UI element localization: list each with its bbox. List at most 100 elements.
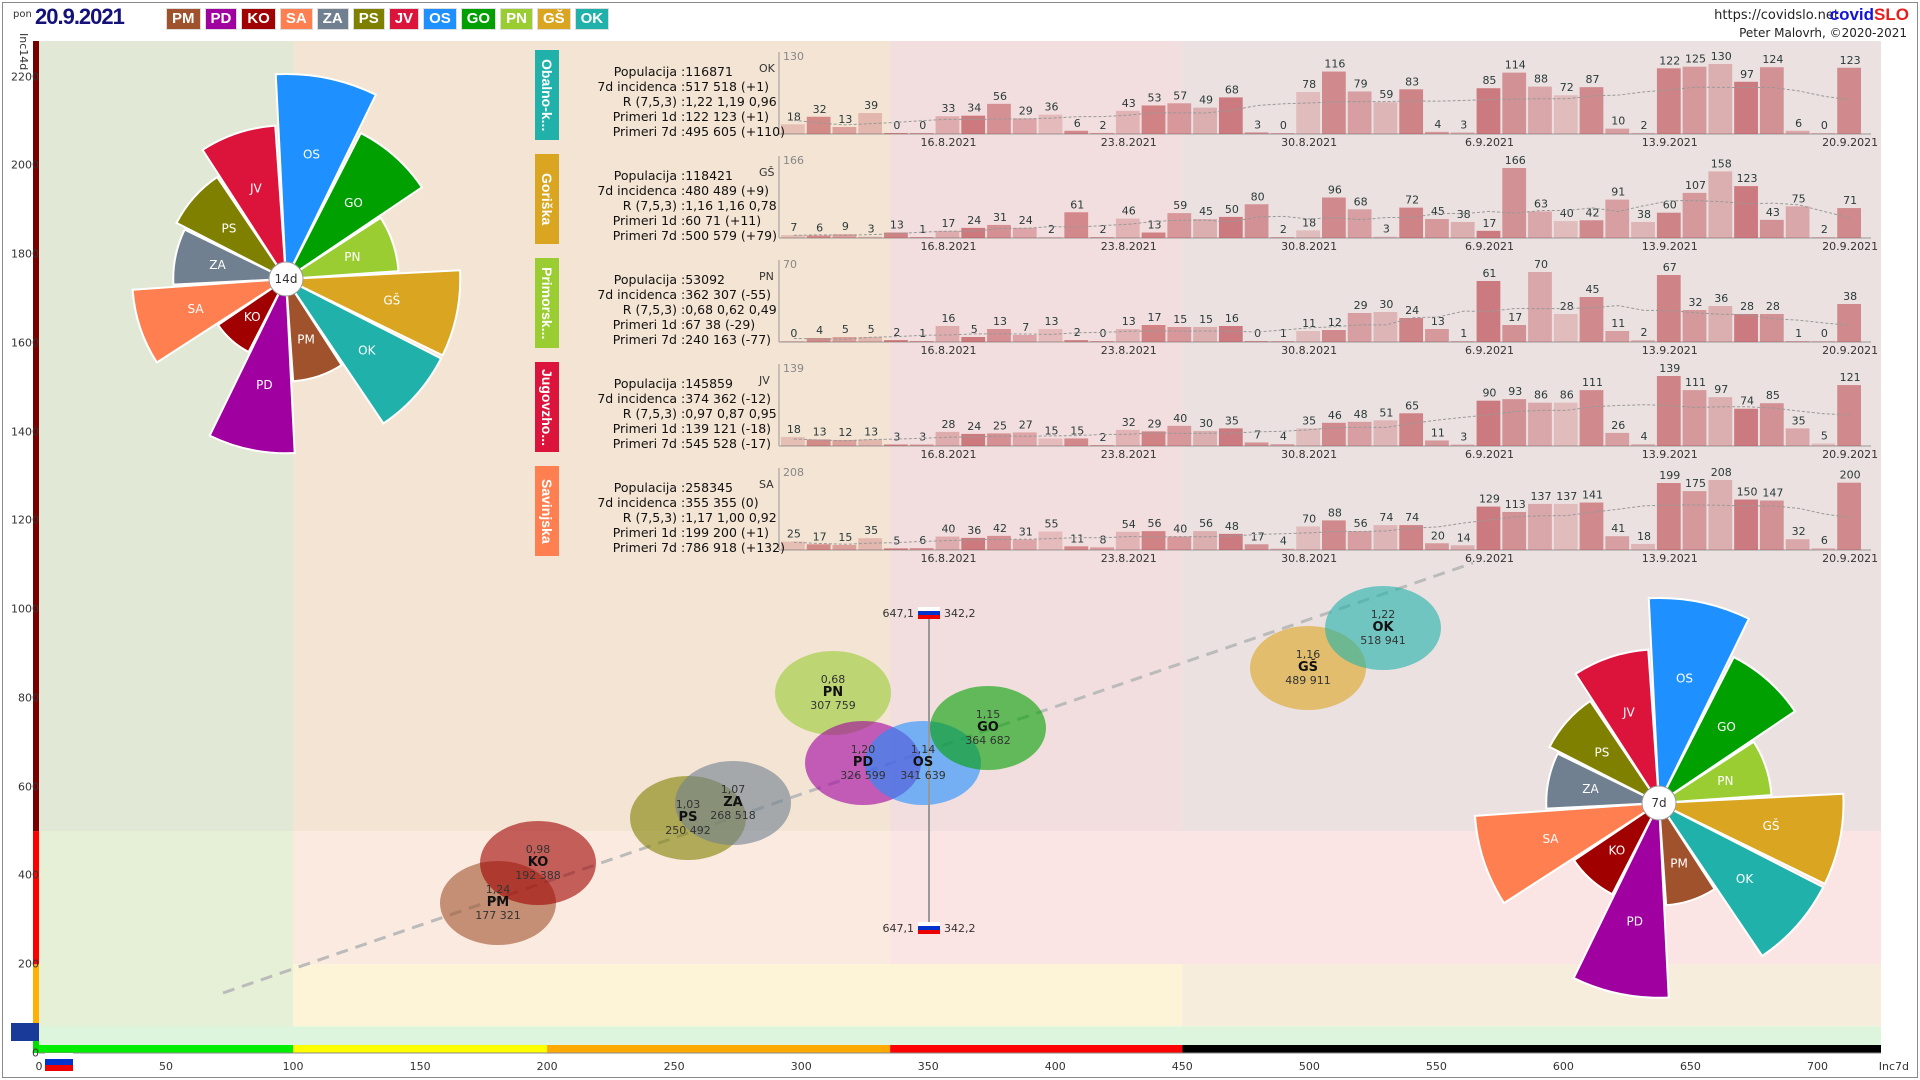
bar[interactable] <box>1322 422 1346 446</box>
bar[interactable] <box>1811 341 1836 342</box>
bar[interactable] <box>1759 314 1784 342</box>
bar[interactable] <box>1425 440 1449 446</box>
pie-slice-gš[interactable] <box>1658 792 1845 886</box>
bar[interactable] <box>1450 341 1475 342</box>
bar[interactable] <box>1193 107 1217 134</box>
bar[interactable] <box>1296 230 1320 238</box>
bar[interactable] <box>806 544 831 550</box>
bar[interactable] <box>961 227 986 238</box>
bar[interactable] <box>1347 313 1372 342</box>
bar[interactable] <box>1785 341 1810 342</box>
bar[interactable] <box>1528 272 1552 342</box>
bar[interactable] <box>1296 526 1320 550</box>
region-chip-pd[interactable]: PD <box>204 8 238 30</box>
bar[interactable] <box>1038 438 1063 446</box>
bar[interactable] <box>1553 314 1578 342</box>
pie-slice-jv[interactable] <box>1574 648 1660 804</box>
pie-slice-pn[interactable] <box>1658 740 1773 804</box>
bar[interactable] <box>1347 209 1372 238</box>
bar[interactable] <box>1528 503 1552 550</box>
bar[interactable] <box>1837 67 1861 134</box>
bar[interactable] <box>1785 539 1810 550</box>
bar[interactable] <box>1425 131 1449 134</box>
bar[interactable] <box>1785 130 1810 134</box>
bar[interactable] <box>884 340 908 342</box>
bar[interactable] <box>1553 402 1578 446</box>
bar[interactable] <box>1193 531 1217 550</box>
bar[interactable] <box>1605 128 1630 134</box>
bar[interactable] <box>1502 72 1527 134</box>
bar[interactable] <box>1785 428 1810 446</box>
bar[interactable] <box>961 537 986 550</box>
bar[interactable] <box>1656 275 1681 342</box>
bar[interactable] <box>935 431 960 446</box>
bar[interactable] <box>1244 544 1269 550</box>
bar[interactable] <box>1244 132 1269 134</box>
bar[interactable] <box>858 439 883 446</box>
map-region-go[interactable] <box>930 686 1046 770</box>
pie-slice-ps[interactable] <box>1548 699 1660 804</box>
bar[interactable] <box>961 337 986 342</box>
pie-slice-pn[interactable] <box>285 216 400 280</box>
bar[interactable] <box>1090 237 1114 238</box>
bar[interactable] <box>1090 444 1114 446</box>
bar[interactable] <box>1373 420 1398 446</box>
bar[interactable] <box>987 535 1011 550</box>
bar[interactable] <box>1012 227 1037 238</box>
bar[interactable] <box>1012 118 1037 134</box>
bar[interactable] <box>1682 310 1707 342</box>
region-tab-sa[interactable]: Savinjska <box>535 466 559 556</box>
bar[interactable] <box>1553 95 1578 134</box>
bar[interactable] <box>1837 385 1861 446</box>
bar[interactable] <box>1682 192 1707 238</box>
region-chip-za[interactable]: ZA <box>316 8 349 30</box>
bar[interactable] <box>1450 545 1475 550</box>
bar[interactable] <box>935 116 960 134</box>
region-chip-ps[interactable]: PS <box>352 8 385 30</box>
bar[interactable] <box>1399 413 1424 446</box>
bar[interactable] <box>1167 327 1192 342</box>
bar[interactable] <box>858 538 883 550</box>
bar[interactable] <box>832 439 857 446</box>
site-url[interactable]: https://covidslo.net <box>1714 8 1839 23</box>
bar[interactable] <box>1296 428 1320 446</box>
bar[interactable] <box>1579 87 1604 134</box>
bar[interactable] <box>1270 237 1295 238</box>
pie-slice-gš[interactable] <box>285 269 462 357</box>
bar[interactable] <box>806 116 831 134</box>
bar[interactable] <box>1399 525 1424 550</box>
bar[interactable] <box>884 548 908 550</box>
bar[interactable] <box>1322 520 1346 550</box>
bar[interactable] <box>1218 428 1243 446</box>
bar[interactable] <box>1218 326 1243 342</box>
pie-slice-os[interactable] <box>1647 597 1751 804</box>
bar[interactable] <box>1064 546 1089 550</box>
map-region-ok[interactable] <box>1325 586 1441 670</box>
bar[interactable] <box>1759 67 1784 134</box>
bar[interactable] <box>1682 66 1707 134</box>
bar[interactable] <box>1090 547 1114 550</box>
bar[interactable] <box>781 235 805 238</box>
bar[interactable] <box>1038 531 1063 550</box>
bar[interactable] <box>1322 330 1346 342</box>
map-region-pn[interactable] <box>775 651 891 735</box>
bar[interactable] <box>1528 211 1552 238</box>
bar[interactable] <box>1785 206 1810 238</box>
bar[interactable] <box>1656 483 1681 550</box>
bar[interactable] <box>1708 306 1733 342</box>
bar[interactable] <box>1631 221 1655 238</box>
bar[interactable] <box>1425 219 1449 238</box>
bar[interactable] <box>1553 503 1578 550</box>
pie-slice-ko[interactable] <box>1572 802 1660 896</box>
bar[interactable] <box>806 338 831 342</box>
bar[interactable] <box>1476 400 1501 446</box>
bar[interactable] <box>1605 432 1630 446</box>
region-chip-go[interactable]: GO <box>460 8 497 30</box>
bar[interactable] <box>1322 71 1346 134</box>
bar[interactable] <box>1115 531 1140 550</box>
bar[interactable] <box>1115 329 1140 342</box>
bar[interactable] <box>987 433 1011 446</box>
bar[interactable] <box>1605 199 1630 238</box>
bar[interactable] <box>1296 331 1320 342</box>
bar[interactable] <box>935 536 960 550</box>
